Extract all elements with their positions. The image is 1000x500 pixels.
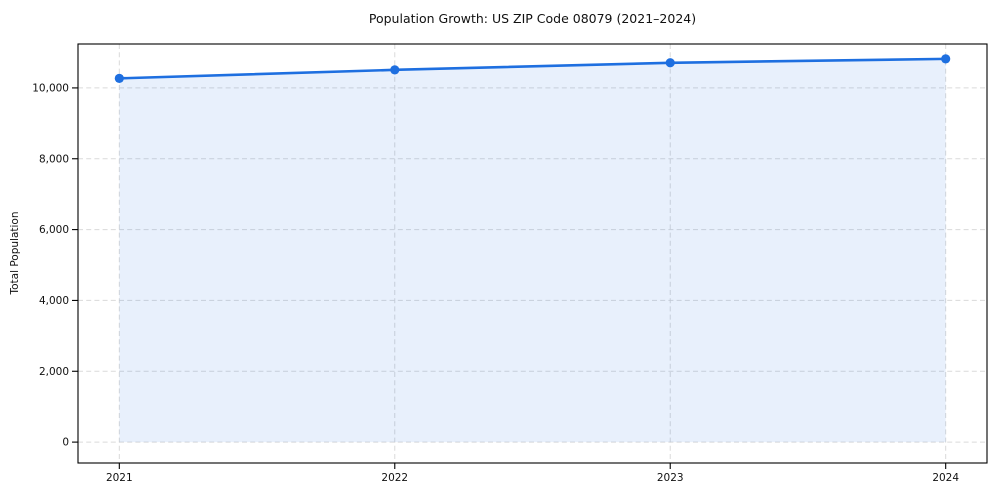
gridlines bbox=[78, 44, 987, 463]
y-tick-label: 8,000 bbox=[39, 153, 69, 165]
x-tick-label: 2021 bbox=[106, 472, 133, 484]
axis-ticks: 0 2,000 4,000 6,000 8,000 10,000 2021 2022 2023 2… bbox=[32, 82, 959, 484]
x-tick-label: 2022 bbox=[381, 472, 408, 484]
data-point-markers bbox=[114, 54, 951, 83]
data-point-marker bbox=[390, 65, 400, 75]
data-point-marker bbox=[114, 73, 124, 83]
y-tick-label: 10,000 bbox=[32, 82, 69, 94]
y-tick-label: 6,000 bbox=[39, 224, 69, 236]
data-point-marker bbox=[941, 54, 951, 64]
area-fill bbox=[119, 58, 946, 443]
y-tick-label: 4,000 bbox=[39, 295, 69, 307]
y-tick-label: 0 bbox=[62, 437, 69, 449]
data-point-marker bbox=[665, 58, 675, 68]
plot-border bbox=[77, 43, 988, 464]
x-tick-label: 2024 bbox=[932, 472, 959, 484]
y-tick-label: 2,000 bbox=[39, 366, 69, 378]
chart-title: Population Growth: US ZIP Code 08079 (20… bbox=[368, 11, 697, 26]
x-tick-label: 2023 bbox=[657, 472, 684, 484]
population-line bbox=[118, 57, 947, 80]
